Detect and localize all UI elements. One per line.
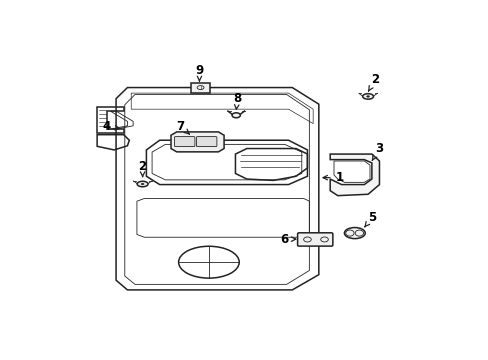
FancyBboxPatch shape (190, 83, 210, 93)
Ellipse shape (362, 94, 373, 99)
FancyBboxPatch shape (196, 136, 217, 147)
FancyBboxPatch shape (297, 233, 332, 246)
Text: 6: 6 (280, 233, 295, 246)
Text: 5: 5 (364, 211, 375, 227)
Text: 3: 3 (371, 142, 383, 160)
Ellipse shape (232, 113, 240, 118)
Ellipse shape (366, 95, 369, 97)
Polygon shape (171, 132, 224, 152)
Text: 2: 2 (138, 160, 146, 176)
Text: 9: 9 (195, 64, 203, 81)
Ellipse shape (137, 181, 148, 187)
FancyBboxPatch shape (174, 136, 195, 147)
Text: 4: 4 (102, 120, 119, 133)
Text: 1: 1 (323, 171, 343, 184)
Text: 8: 8 (233, 92, 241, 109)
Ellipse shape (141, 183, 144, 185)
Polygon shape (329, 154, 379, 195)
Ellipse shape (344, 228, 365, 239)
Text: 7: 7 (176, 120, 189, 134)
Text: 2: 2 (368, 73, 379, 91)
